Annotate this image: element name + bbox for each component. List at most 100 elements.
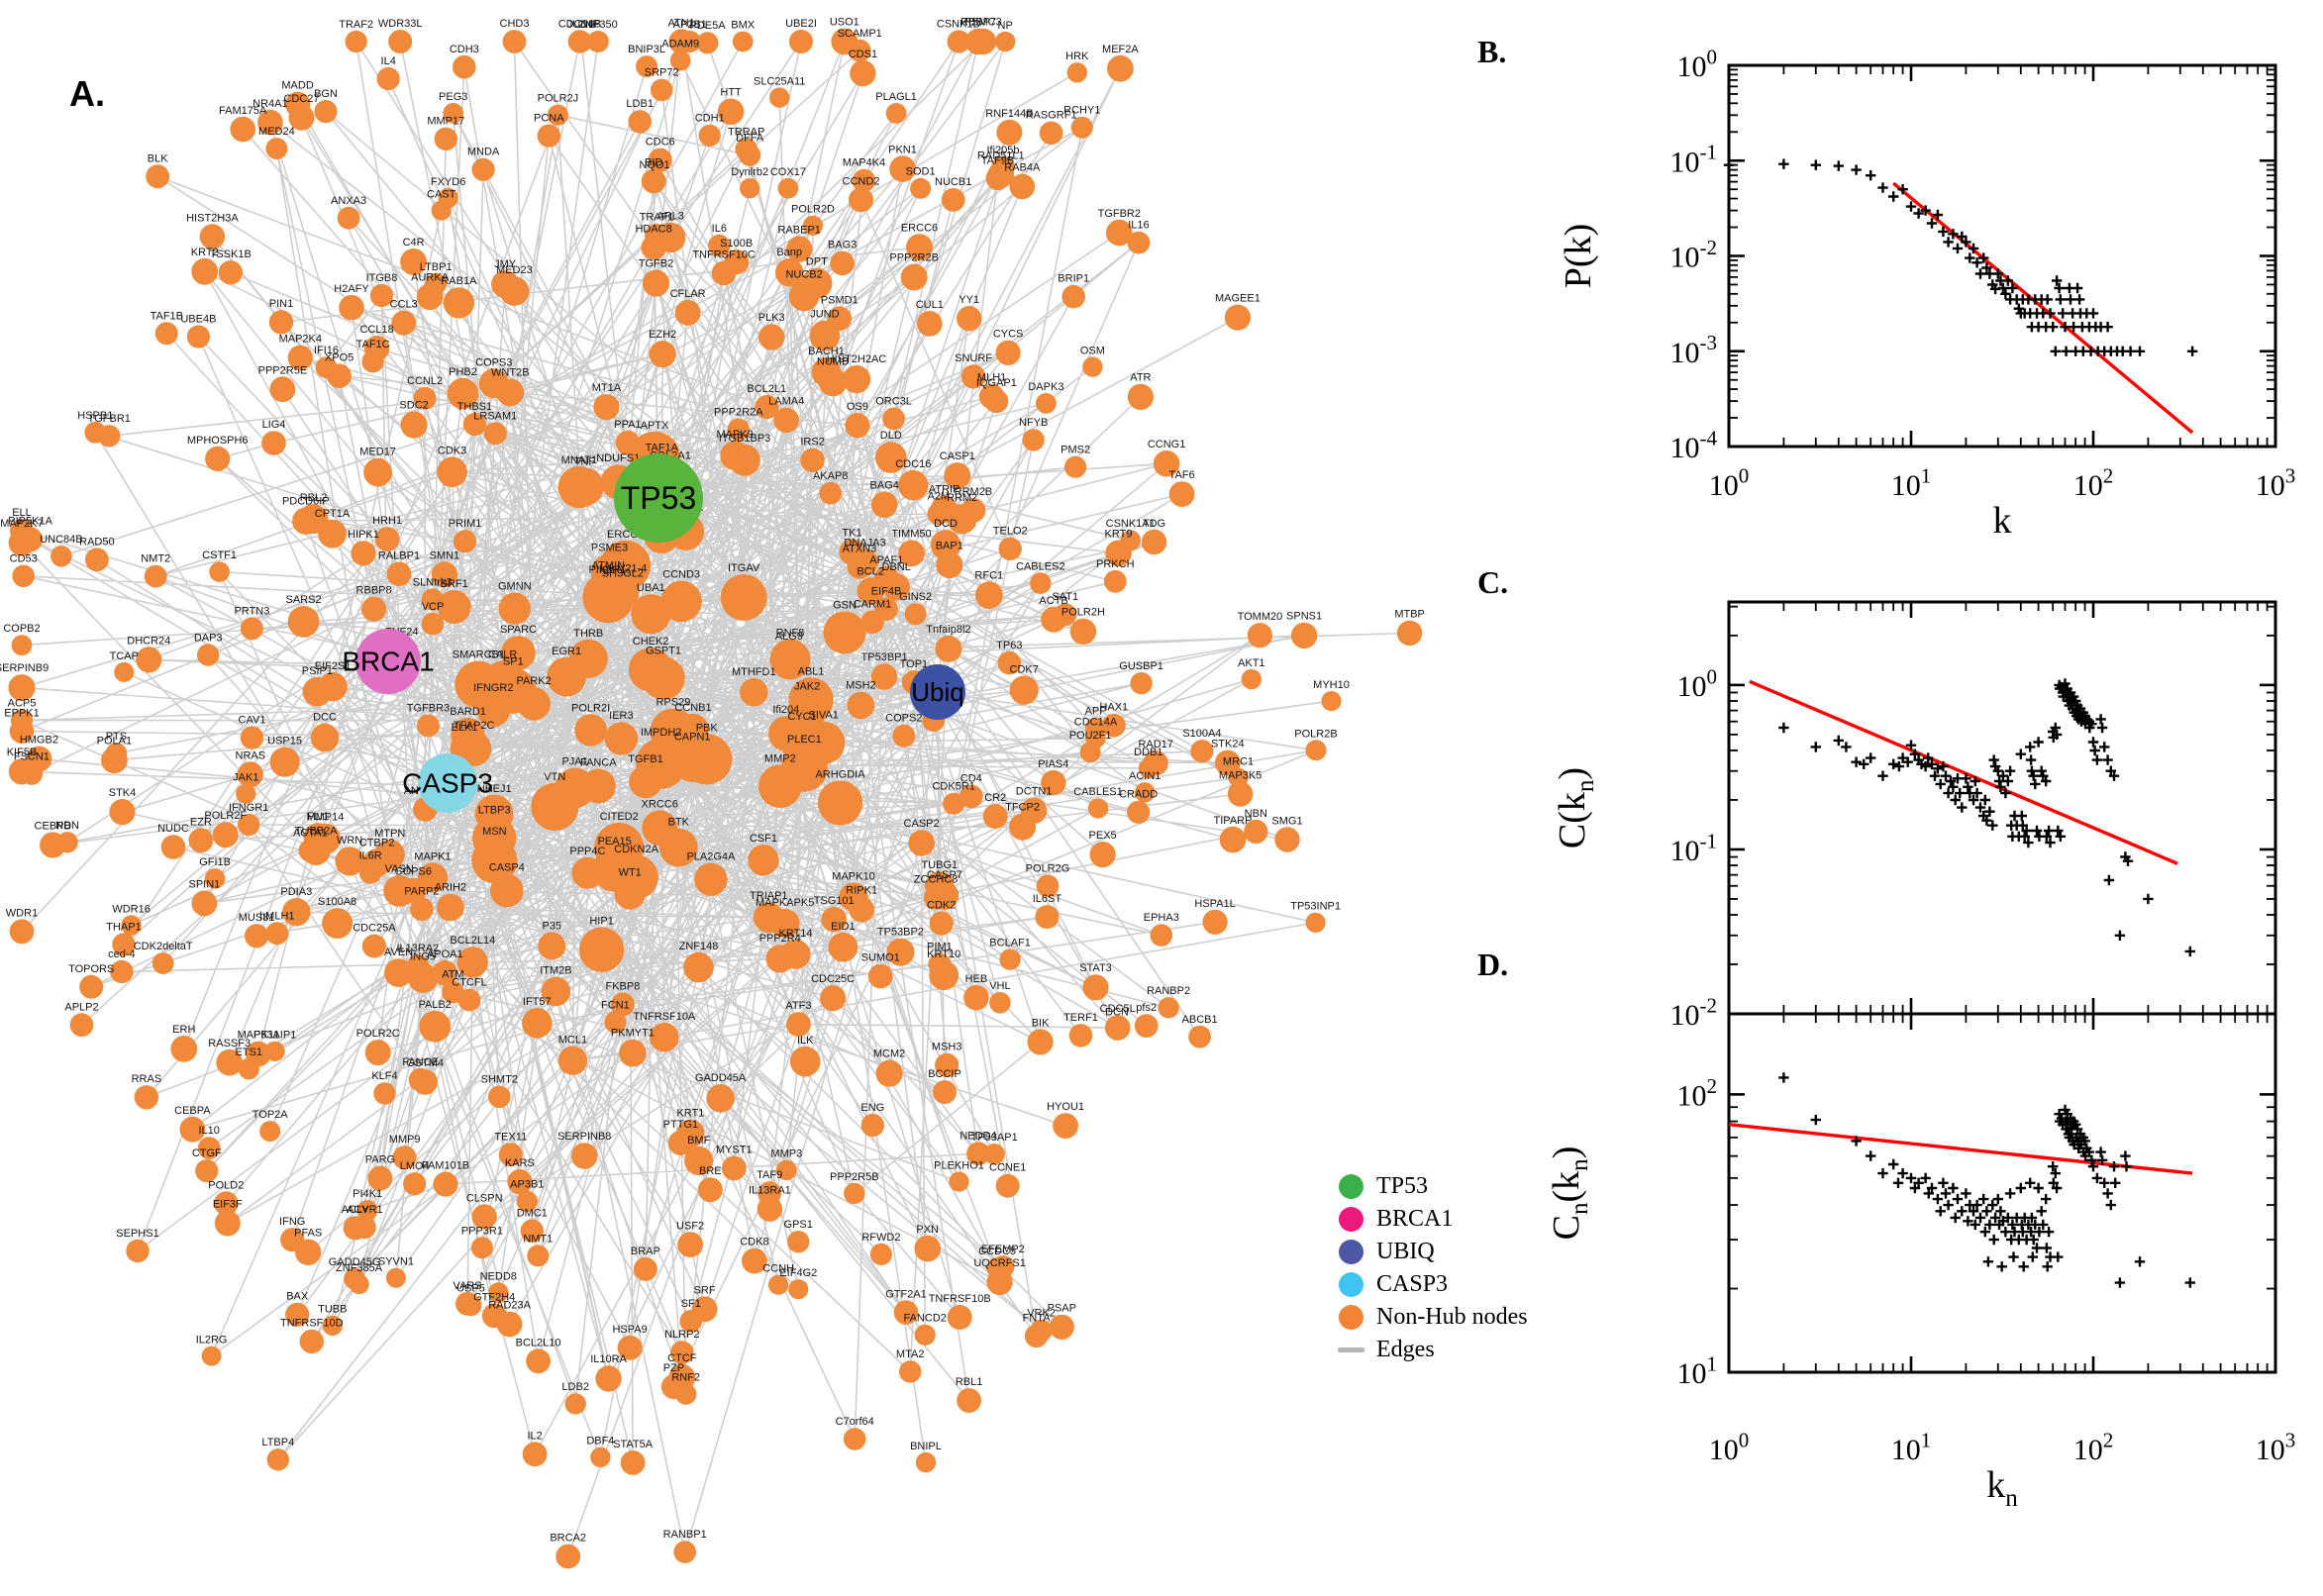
network-node [847, 554, 872, 579]
network-node-label: C4R [403, 237, 425, 249]
network-node-label: ARIH2 [435, 882, 466, 894]
network-node-label: P35 [543, 921, 562, 933]
network-node [915, 1451, 937, 1473]
network-node [526, 1348, 551, 1374]
network-node [604, 1011, 627, 1034]
network-node [199, 224, 226, 249]
network-node-label: ABL1 [798, 665, 825, 677]
network-node [400, 411, 428, 439]
network-node [898, 469, 929, 501]
network-node-label: CHEK2 [633, 636, 669, 648]
network-node-label: IL6ST [1033, 893, 1062, 905]
network-node-label: RFWD2 [861, 1232, 900, 1244]
network-node-label: TP53BP1 [861, 651, 908, 663]
x-tick-label: 103 [2256, 463, 2296, 502]
network-node [287, 345, 313, 370]
network-node-label: CASP2 [904, 818, 940, 830]
network-node-label: PHB2 [449, 366, 477, 378]
network-node-label: SEPHS1 [116, 1228, 158, 1240]
network-node-label: DDB1 [1134, 747, 1162, 758]
network-node-label: NDN [55, 820, 79, 832]
network-node-label: EID1 [831, 921, 855, 933]
network-node [787, 1231, 810, 1253]
network-node [400, 249, 428, 275]
network-node-label: TSSK1B [210, 249, 252, 260]
network-graph: PRIM1 NHEJ1 CSTF1 KLF4 TFAP2C HIST2H2AC GTF2A1… [0, 17, 1425, 1569]
network-node [433, 1171, 458, 1197]
network-node [974, 581, 1003, 610]
network-node [437, 893, 464, 922]
network-node-label: Ifi205b [986, 145, 1019, 156]
network-node-label: STK4 [109, 787, 137, 799]
network-node-label: Banp [776, 247, 802, 258]
network-node [720, 574, 767, 621]
network-node-label: HRH1 [372, 515, 402, 527]
network-node [214, 1191, 239, 1216]
network-node [179, 1116, 206, 1143]
network-node [830, 250, 855, 276]
network-node-label: Igk-V21-4 [600, 563, 648, 575]
network-node-label: JAK1 [233, 772, 258, 784]
network-node [391, 310, 417, 336]
network-node-label: ABCB1 [1182, 1014, 1218, 1026]
node-swatch-icon [1339, 1207, 1364, 1232]
network-node [929, 960, 960, 991]
network-node-label: ERCC6 [901, 222, 938, 234]
network-node-label: VHL [989, 980, 1010, 992]
legend-item-edges: Edges [1338, 1334, 1528, 1366]
network-node-label: BCL2L1 [747, 383, 786, 395]
network-node-label: THAP1 [106, 921, 141, 933]
network-node-label: ITGAV [728, 562, 760, 574]
network-node [802, 721, 846, 764]
network-node-label: NHEJ1 [477, 783, 512, 795]
network-node-label: BACH1 [808, 346, 845, 357]
network-node [900, 263, 928, 291]
network-node [592, 848, 637, 892]
network-node [740, 678, 768, 707]
network-node-label: BMF [687, 1135, 711, 1147]
network-node [201, 1346, 222, 1366]
network-node [417, 862, 449, 893]
network-node-label: TGFB1 [628, 753, 662, 765]
network-node-label: POLR2H [1061, 607, 1105, 619]
network-node-label: LDB2 [561, 1381, 589, 1393]
network-node [1027, 1029, 1054, 1055]
network-node [852, 168, 876, 193]
fit-line [1749, 679, 2178, 865]
network-node [56, 832, 78, 853]
network-node-label: CABLES1 [1073, 786, 1123, 798]
network-node-label: GINS2 [899, 591, 932, 603]
network-node [268, 310, 294, 335]
network-node [1202, 909, 1228, 935]
legend-label: CASP3 [1376, 1271, 1449, 1297]
network-node [555, 767, 595, 809]
network-node-label: PDCD6IP [282, 495, 330, 507]
network-node-label: ATMIN [592, 559, 625, 571]
network-node-label: WT1 [619, 867, 642, 879]
network-node-label: CDC14B [558, 18, 601, 30]
network-node [969, 28, 997, 55]
network-node-label: SLC25A11 [754, 75, 805, 87]
network-node [1066, 62, 1088, 83]
network-node [462, 412, 486, 437]
network-node-label: EFEMP2 [981, 1244, 1025, 1255]
network-node [205, 446, 231, 471]
network-node [986, 1257, 1008, 1279]
network-node-label: BGN [314, 88, 338, 100]
network-node-label: KRT14 [778, 928, 812, 940]
network-node [1127, 800, 1151, 824]
network-node-label: GADD45G [329, 1256, 381, 1268]
network-node [753, 902, 784, 934]
network-node-label: BID [645, 157, 662, 169]
network-node [314, 100, 338, 124]
network-node [1106, 219, 1133, 247]
network-node [729, 444, 760, 476]
network-node [421, 612, 445, 636]
network-node-label: IRS2 [800, 437, 824, 449]
network-node-label: POU2F1 [1069, 730, 1112, 742]
network-node [642, 656, 685, 700]
network-node-label: KARS [505, 1157, 535, 1169]
network-node-label: HSPA9 [612, 1324, 647, 1336]
network-node [146, 164, 170, 189]
network-node-label: ATRIP [929, 484, 960, 496]
